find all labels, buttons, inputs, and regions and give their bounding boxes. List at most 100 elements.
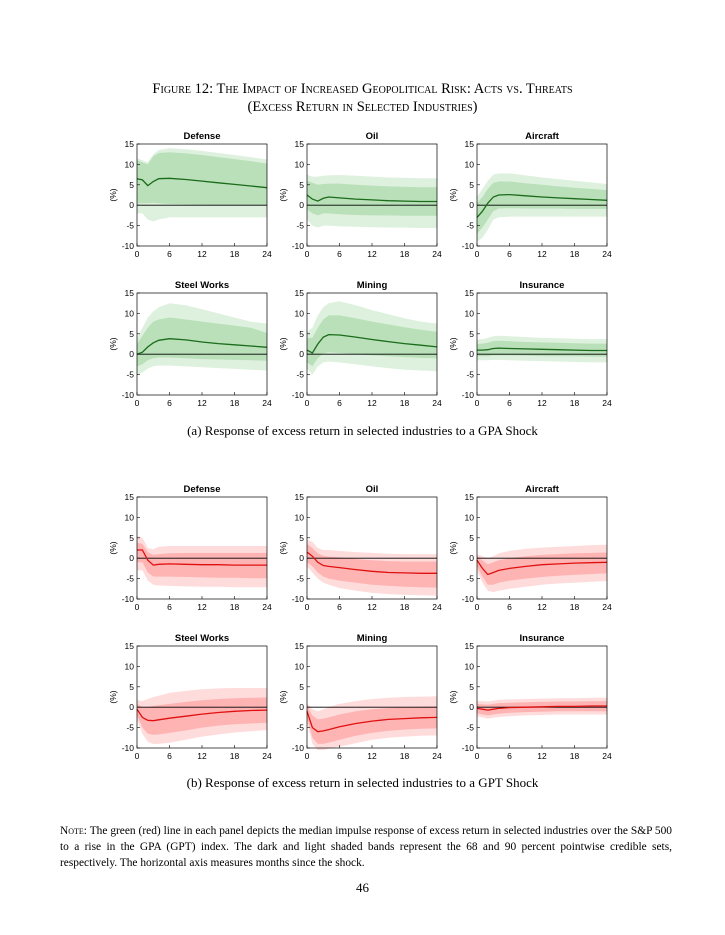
gpa-mining-ytick-label: 5	[299, 329, 304, 339]
gpa-oil-ytick-label: -5	[296, 221, 304, 231]
gpt-oil-xtick-label: 12	[367, 602, 377, 612]
gpt-mining-xtick-label: 18	[400, 751, 410, 761]
gpa-aircraft-band68	[477, 181, 607, 234]
gpa-mining-xtick-label: 18	[400, 398, 410, 408]
gpt-steel-works-ytick-label: -10	[122, 743, 135, 753]
gpt-aircraft-ytick-label: -10	[462, 594, 475, 604]
gpt-mining-ytick-label: 10	[295, 661, 305, 671]
gpt-aircraft-median-line	[476, 559, 608, 576]
gpa-oil-band68	[307, 180, 437, 216]
gpa-steel-works-ytick-label: -5	[126, 370, 134, 380]
gpt-insurance-median-line	[476, 705, 607, 711]
gpa-oil-ytick-label: 0	[299, 200, 304, 210]
gpa-aircraft-xtick-label: 0	[475, 249, 480, 259]
gpt-insurance-xtick-label: 0	[475, 751, 480, 761]
gpa-aircraft-ytick-label: -10	[462, 241, 475, 251]
gpa-aircraft-xtick-label: 24	[602, 249, 612, 259]
gpt-mining-xtick-label: 6	[337, 751, 342, 761]
gpt-defense-ytick-label: 0	[129, 553, 134, 563]
gpa-defense-xtick-label: 18	[230, 249, 240, 259]
gpt-mining-ytick-label: -5	[296, 723, 304, 733]
gpa-mining-ytick-label: 10	[295, 308, 305, 318]
gpa-defense-ytick-label: 15	[125, 139, 135, 149]
gpt-oil-ytick-label: -10	[292, 594, 305, 604]
gpa-steel-works-ylabel: (%)	[108, 337, 118, 350]
gpa-oil-ytick-label: 10	[295, 159, 305, 169]
gpt-aircraft-band68	[477, 552, 607, 585]
gpa-insurance-title: Insurance	[520, 280, 565, 291]
gpa-aircraft-median-line	[476, 193, 608, 218]
gpt-oil-ytick-label: -5	[296, 574, 304, 584]
gpa-mining-ytick-label: -10	[292, 390, 305, 400]
gpa-insurance-ytick-label: 0	[469, 349, 474, 359]
gpt-steel-works-ytick-label: 15	[125, 641, 135, 651]
gpt-steel-works-median-line	[136, 708, 268, 722]
gpa-aircraft-ytick-label: 15	[465, 139, 475, 149]
gpa-insurance-ytick-label: 15	[465, 288, 475, 298]
gpa-aircraft-panel: 0 6 12 18 24 15 10 5 0 -5 -10 (%) Aircraft	[448, 131, 612, 259]
gpa-oil-xtick-label: 6	[337, 249, 342, 259]
gpa-steel-works-title: Steel Works	[175, 280, 229, 291]
gpt-aircraft-xtick-label: 6	[507, 602, 512, 612]
gpt-oil-panel: 0 6 12 18 24 15 10 5 0 -5 -10 (%) Oil	[278, 484, 442, 612]
gpt-mining-median-line	[306, 711, 438, 733]
gpt-defense-band68	[137, 542, 267, 579]
gpt-insurance-band68	[477, 701, 607, 716]
gpt-mining-ytick-label: 15	[295, 641, 305, 651]
gpa-steel-works-xtick-label: 24	[262, 398, 272, 408]
gpa-insurance-ytick-label: -10	[462, 390, 475, 400]
gpa-defense-ytick-label: -5	[126, 221, 134, 231]
note-label: Note:	[60, 825, 87, 837]
gpt-aircraft-ytick-label: -5	[466, 574, 474, 584]
gpa-insurance-xtick-label: 18	[570, 398, 580, 408]
gpa-defense-xtick-label: 24	[262, 249, 272, 259]
gpt-aircraft-xtick-label: 18	[570, 602, 580, 612]
gpa-aircraft-xtick-label: 6	[507, 249, 512, 259]
gpa-mining-band68	[307, 315, 437, 367]
gpt-aircraft-panel: 0 6 12 18 24 15 10 5 0 -5 -10 (%) Aircraft	[448, 484, 612, 612]
gpa-aircraft-ytick-label: 10	[465, 159, 475, 169]
gpa-insurance-ytick-label: 5	[469, 329, 474, 339]
gpt-mining-xtick-label: 0	[305, 751, 310, 761]
gpt-steel-works-ytick-label: 5	[129, 682, 134, 692]
gpa-defense-ytick-label: 5	[129, 180, 134, 190]
figure-title-line1: Figure 12: The Impact of Increased Geopo…	[152, 81, 573, 97]
gpa-insurance-panel: 0 6 12 18 24 15 10 5 0 -5 -10 (%) Insurance	[448, 280, 612, 408]
gpt-aircraft-title: Aircraft	[525, 484, 560, 495]
gpa-insurance-xtick-label: 12	[537, 398, 547, 408]
gpt-oil-ylabel: (%)	[278, 541, 288, 554]
gpt-oil-band68	[307, 543, 437, 588]
gpa-oil-ytick-label: 15	[295, 139, 305, 149]
gpt-aircraft-xtick-label: 24	[602, 602, 612, 612]
gpa-oil-xtick-label: 0	[305, 249, 310, 259]
gpa-defense-title: Defense	[184, 131, 221, 142]
gpa-aircraft-ytick-label: 0	[469, 200, 474, 210]
gpt-oil-median-line	[306, 551, 437, 574]
gpa-defense-xtick-label: 0	[135, 249, 140, 259]
gpa-insurance-xtick-label: 24	[602, 398, 612, 408]
gpa-insurance-ytick-label: -5	[466, 370, 474, 380]
gpt-defense-title: Defense	[184, 484, 221, 495]
gpa-aircraft-title: Aircraft	[525, 131, 560, 142]
gpa-mining-ytick-label: 15	[295, 288, 305, 298]
gpt-defense-ytick-label: -5	[126, 574, 134, 584]
gpt-insurance-panel: 0 6 12 18 24 15 10 5 0 -5 -10 (%) Insurance	[448, 633, 612, 761]
gpt-steel-works-ytick-label: 10	[125, 661, 135, 671]
gpt-steel-works-panel: 0 6 12 18 24 15 10 5 0 -5 -10 (%) Steel Works	[108, 633, 272, 761]
gpt-defense-xtick-label: 12	[197, 602, 207, 612]
gpa-oil-ytick-label: 5	[299, 180, 304, 190]
gpt-steel-works-xtick-label: 18	[230, 751, 240, 761]
gpt-insurance-axes-frame	[476, 645, 608, 749]
gpa-mining-median-line	[306, 333, 438, 354]
gpa-oil-ytick-label: -10	[292, 241, 305, 251]
gpa-mining-ytick-label: 0	[299, 349, 304, 359]
gpt-defense-median-line	[137, 549, 267, 566]
gpa-defense-xtick-label: 6	[167, 249, 172, 259]
gpa-mining-xtick-label: 12	[367, 398, 377, 408]
gpt-steel-works-ytick-label: -5	[126, 723, 134, 733]
gpa-defense-xtick-label: 12	[197, 249, 207, 259]
gpt-defense-xtick-label: 0	[135, 602, 140, 612]
gpt-defense-panel: 0 6 12 18 24 15 10 5 0 -5 -10 (%) Defense	[108, 484, 272, 612]
gpt-insurance-ytick-label: 5	[469, 682, 474, 692]
